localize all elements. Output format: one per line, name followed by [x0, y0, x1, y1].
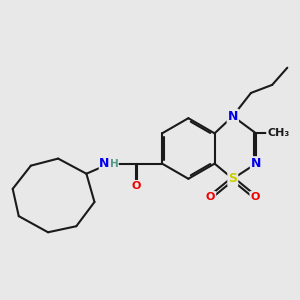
Text: CH₃: CH₃: [267, 128, 289, 138]
Text: S: S: [228, 172, 237, 185]
Text: N: N: [99, 157, 110, 170]
Text: H: H: [110, 159, 118, 169]
Text: O: O: [250, 192, 260, 202]
Text: O: O: [206, 192, 215, 202]
Text: N: N: [228, 110, 238, 123]
Text: O: O: [131, 181, 141, 191]
Text: N: N: [251, 157, 261, 170]
